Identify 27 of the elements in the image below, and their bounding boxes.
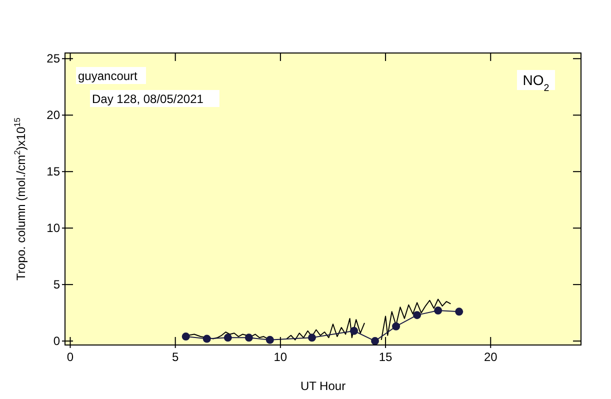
- y-tick-label: 20: [46, 108, 60, 122]
- annotation: guyancourt: [78, 69, 138, 83]
- x-tick-label: 0: [66, 350, 74, 364]
- point: [350, 326, 358, 335]
- x-axis-title: UT Hour: [300, 379, 346, 393]
- x-tick-label: 10: [274, 350, 288, 364]
- point: [182, 332, 190, 341]
- point: [202, 334, 211, 343]
- point: [455, 308, 464, 316]
- text: NO$_{2}$: [522, 72, 550, 94]
- point: [244, 334, 253, 342]
- x-tick-label: 20: [484, 350, 498, 364]
- point: [266, 336, 274, 344]
- point: [224, 334, 232, 342]
- y-tick-label: 5: [53, 278, 60, 292]
- y-tick-label: 25: [46, 52, 60, 66]
- x-tick-label: 15: [378, 350, 393, 364]
- x-tick-label: 5: [172, 350, 179, 364]
- point: [371, 337, 380, 346]
- y-tick-label: 0: [53, 334, 60, 348]
- annotation: Day 128, 08/05/2021: [92, 92, 204, 106]
- point: [308, 334, 316, 342]
- y-tick-label: 15: [46, 164, 60, 179]
- point: [413, 311, 422, 320]
- point: [434, 306, 442, 315]
- point: [392, 322, 400, 330]
- y-tick-label: 10: [46, 221, 60, 236]
